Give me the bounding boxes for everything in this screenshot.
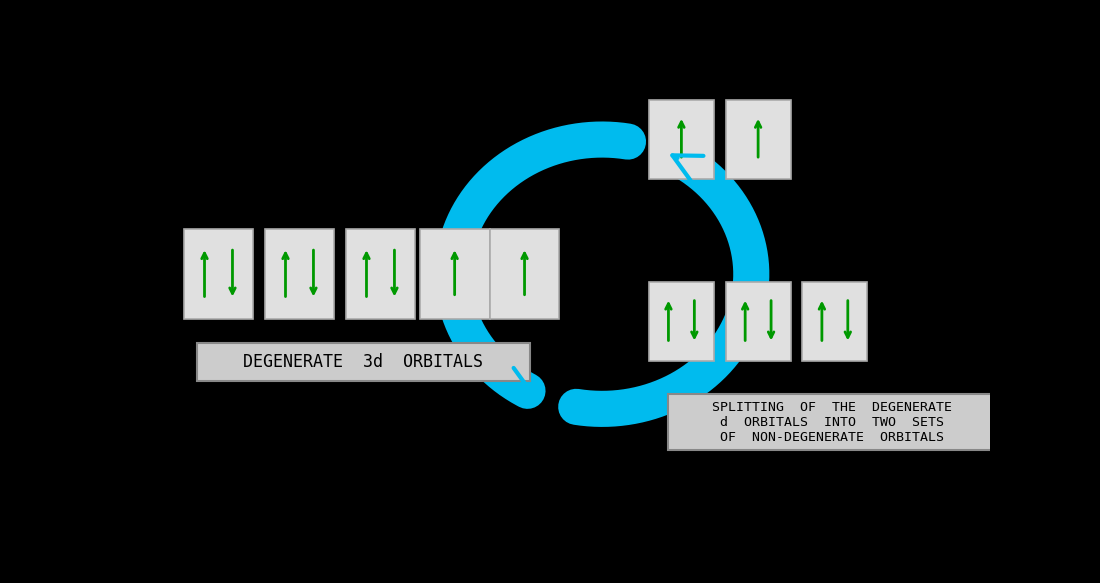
FancyBboxPatch shape <box>264 229 334 319</box>
FancyBboxPatch shape <box>649 282 714 361</box>
FancyBboxPatch shape <box>649 100 714 179</box>
Text: DEGENERATE  3d  ORBITALS: DEGENERATE 3d ORBITALS <box>243 353 483 371</box>
FancyBboxPatch shape <box>726 282 791 361</box>
FancyBboxPatch shape <box>668 394 997 451</box>
FancyBboxPatch shape <box>420 229 490 319</box>
Text: OF  NON-DEGENERATE  ORBITALS: OF NON-DEGENERATE ORBITALS <box>720 431 944 444</box>
FancyBboxPatch shape <box>184 229 253 319</box>
FancyBboxPatch shape <box>490 229 560 319</box>
Text: d  ORBITALS  INTO  TWO  SETS: d ORBITALS INTO TWO SETS <box>720 416 944 429</box>
FancyBboxPatch shape <box>345 229 416 319</box>
FancyBboxPatch shape <box>197 343 530 381</box>
FancyBboxPatch shape <box>802 282 867 361</box>
FancyBboxPatch shape <box>726 100 791 179</box>
Text: SPLITTING  OF  THE  DEGENERATE: SPLITTING OF THE DEGENERATE <box>713 401 953 414</box>
